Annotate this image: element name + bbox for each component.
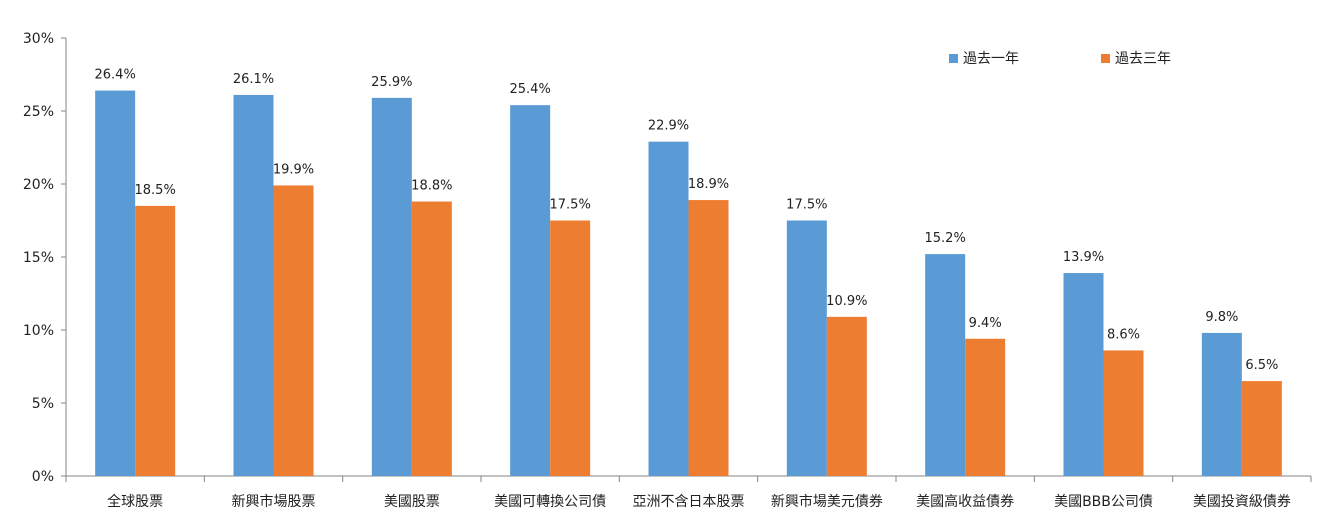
bars: [95, 90, 1282, 477]
data-label: 13.9%: [1063, 250, 1104, 265]
data-label: 22.9%: [648, 119, 689, 134]
data-label: 18.9%: [688, 177, 729, 192]
bar-past-one-year: [786, 220, 827, 476]
bar-past-three-years: [135, 205, 176, 476]
y-tick-label: 25%: [23, 104, 54, 120]
data-label: 18.8%: [411, 179, 452, 194]
bar-past-three-years: [273, 185, 314, 476]
y-axis: 0% 5% 10% 15% 20% 25% 30%: [23, 31, 67, 485]
bar-past-one-year: [233, 94, 274, 476]
x-category-label: 美國投資級債券: [1193, 494, 1291, 510]
x-category-label: 美國高收益債券: [916, 493, 1014, 510]
x-axis: 全球股票 新興市場股票 美國股票 美國可轉換公司債 亞洲不含日本股票 新興市場美元債券 美國…: [65, 475, 1312, 510]
y-tick-label: 0%: [32, 469, 54, 485]
bar-past-one-year: [510, 105, 551, 476]
x-category-label: 亞洲不含日本股票: [633, 494, 745, 510]
bar-past-three-years: [1241, 381, 1282, 476]
x-category-label: 美國可轉換公司債: [494, 494, 606, 510]
legend-label: 過去一年: [963, 51, 1019, 67]
bar-past-one-year: [1063, 273, 1104, 476]
bar-past-one-year: [371, 97, 412, 477]
bar-past-three-years: [826, 316, 867, 476]
bar-past-three-years: [1103, 350, 1144, 476]
data-label: 19.9%: [273, 162, 314, 177]
bar-past-three-years: [688, 200, 729, 476]
data-label: 17.5%: [550, 198, 591, 213]
data-label: 26.4%: [95, 68, 136, 83]
bar-past-three-years: [965, 338, 1006, 476]
data-label: 9.8%: [1205, 310, 1238, 325]
bar-past-three-years: [550, 220, 591, 476]
x-category-label: 全球股票: [107, 493, 163, 510]
data-label: 9.4%: [969, 316, 1002, 331]
data-label: 8.6%: [1107, 327, 1140, 342]
x-category-label: 美國BBB公司債: [1054, 494, 1153, 510]
y-tick-label: 10%: [23, 323, 54, 339]
y-tick-label: 20%: [23, 177, 54, 193]
x-category-label: 美國股票: [384, 494, 440, 510]
bar-past-one-year: [1201, 332, 1242, 476]
legend: 過去一年 過去三年: [949, 51, 1171, 67]
bar-past-one-year: [925, 254, 966, 476]
y-tick-label: 15%: [23, 250, 54, 266]
bar-past-three-years: [411, 201, 452, 476]
bar-past-one-year: [648, 141, 689, 476]
x-category-label: 新興市場股票: [232, 493, 316, 510]
data-label: 25.4%: [510, 82, 551, 97]
data-label: 10.9%: [826, 294, 867, 309]
legend-swatch: [1101, 54, 1110, 63]
data-label: 18.5%: [135, 183, 176, 198]
x-category-label: 新興市場美元債券: [771, 493, 883, 510]
legend-label: 過去三年: [1115, 51, 1171, 67]
data-label: 17.5%: [786, 198, 827, 213]
data-label: 6.5%: [1245, 358, 1278, 373]
bar-past-one-year: [95, 90, 136, 476]
data-labels: 26.4% 26.1% 25.9% 25.4% 22.9% 17.5% 15.2% 13.9%…: [95, 68, 1279, 374]
y-tick-label: 30%: [23, 31, 54, 47]
data-label: 26.1%: [233, 72, 274, 87]
data-label: 15.2%: [925, 231, 966, 246]
data-label: 25.9%: [371, 75, 412, 90]
y-tick-label: 5%: [32, 396, 54, 412]
legend-swatch: [949, 54, 958, 63]
